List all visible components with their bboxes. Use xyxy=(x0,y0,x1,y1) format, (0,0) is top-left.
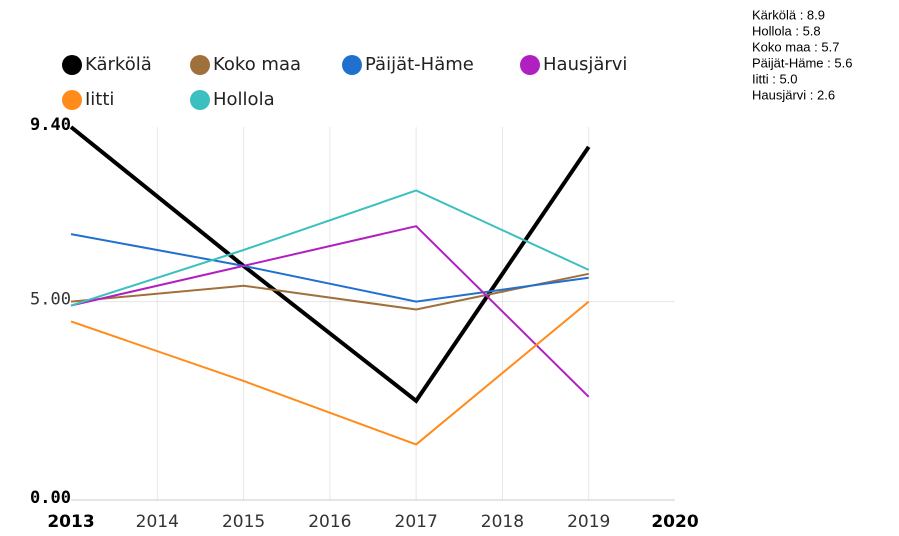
legend-label: Iitti xyxy=(85,89,114,110)
annotation: Päijät-Häme : 5.6 xyxy=(752,55,852,70)
x-tick-label: 2016 xyxy=(308,512,351,532)
legend-swatch xyxy=(342,55,362,75)
legend-swatch xyxy=(520,55,540,75)
annotation: Kärkölä : 8.9 xyxy=(752,7,825,22)
x-tick-label: 2014 xyxy=(136,512,179,532)
legend-swatch xyxy=(190,55,210,75)
y-tick-label: 5.00 xyxy=(30,290,71,310)
x-tick-label: 2020 xyxy=(651,512,698,532)
x-tick-label: 2018 xyxy=(481,512,524,532)
legend-label: Koko maa xyxy=(213,54,301,75)
line xyxy=(70,300,590,446)
line xyxy=(69,125,591,404)
line xyxy=(70,189,590,307)
annotation: Iitti : 5.0 xyxy=(752,71,798,86)
annotation: Hollola : 5.8 xyxy=(752,23,821,38)
y-tick-label: 0.00 xyxy=(30,488,71,508)
annotation: Hausjärvi : 2.6 xyxy=(752,87,835,102)
y-tick-label: 9.40 xyxy=(30,115,71,135)
annotation: Koko maa : 5.7 xyxy=(752,39,839,54)
x-tick-label: 2019 xyxy=(567,512,610,532)
x-tick-label: 2017 xyxy=(395,512,438,532)
legend-swatch xyxy=(62,90,82,110)
line xyxy=(70,233,589,303)
line xyxy=(70,272,589,311)
legend-label: Hausjärvi xyxy=(543,54,627,75)
legend-swatch xyxy=(190,90,210,110)
legend-label: Hollola xyxy=(213,89,275,110)
x-tick-label: 2013 xyxy=(47,512,94,532)
legend-swatch xyxy=(62,55,82,75)
legend-label: Päijät-Häme xyxy=(365,54,474,75)
x-tick-label: 2015 xyxy=(222,512,265,532)
legend-label: Kärkölä xyxy=(85,54,152,75)
line xyxy=(70,225,590,398)
